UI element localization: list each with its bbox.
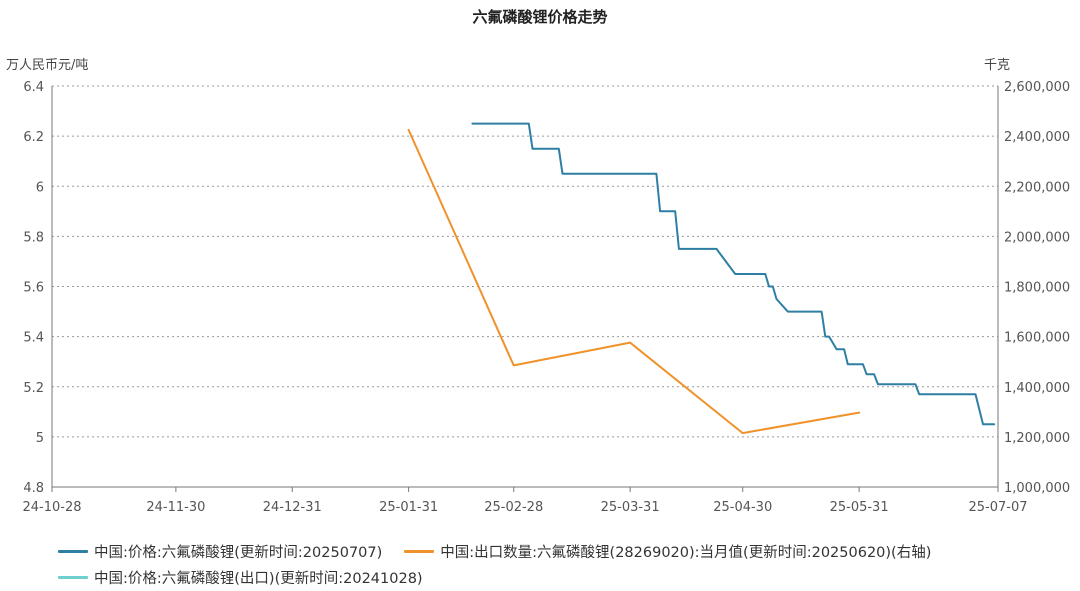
price-series-line xyxy=(471,122,996,426)
y-right-tick-label: 2,000,000 xyxy=(1004,230,1070,245)
y-left-tick-label: 6.2 xyxy=(23,130,44,145)
y-left-tick-label: 5.2 xyxy=(23,381,44,396)
right-axis-unit: 千克 xyxy=(984,58,1010,73)
y-left-tick-label: 4.8 xyxy=(23,481,44,496)
y-right-tick-label: 1,000,000 xyxy=(1004,481,1070,496)
chart-canvas: 六氟磷酸锂价格走势 万人民币元/吨 千克 4.8 1,000,000 5 1,200,… xyxy=(6,8,1070,515)
legend-swatch-price xyxy=(58,549,88,553)
chart-title: 六氟磷酸锂价格走势 xyxy=(472,8,607,26)
x-tick-label: 25-05-31 xyxy=(830,500,889,515)
axes: 4.8 1,000,000 5 1,200,000 5.2 1,400,000 5.4 1,6… xyxy=(22,80,1070,515)
x-tick-label: 24-10-28 xyxy=(22,500,81,515)
legend-label-export-price: 中国:价格:六氟磷酸锂(出口)(更新时间:20241028) xyxy=(94,570,423,587)
legend: 中国:价格:六氟磷酸锂(更新时间:20250707) 中国:出口数量:六氟磷酸锂… xyxy=(58,538,1068,590)
legend-label-export-qty: 中国:出口数量:六氟磷酸锂(28269020):当月值(更新时间:2025062… xyxy=(440,544,932,561)
y-left-tick-label: 5 xyxy=(36,431,44,446)
y-left-tick-label: 5.4 xyxy=(23,331,44,346)
legend-row-2: 中国:价格:六氟磷酸锂(出口)(更新时间:20241028) xyxy=(58,564,1068,590)
x-tick-label: 25-04-30 xyxy=(713,500,772,515)
y-left-tick-label: 6 xyxy=(36,180,44,195)
x-tick-label: 25-07-07 xyxy=(968,500,1027,515)
legend-label-price: 中国:价格:六氟磷酸锂(更新时间:20250707) xyxy=(94,544,383,561)
y-right-tick-label: 2,400,000 xyxy=(1004,130,1070,145)
x-tick-label: 25-02-28 xyxy=(484,500,543,515)
y-right-tick-label: 1,800,000 xyxy=(1004,281,1070,296)
x-tick-label: 24-11-30 xyxy=(146,500,205,515)
legend-swatch-export-price xyxy=(58,575,88,579)
legend-item-export-price[interactable]: 中国:价格:六氟磷酸锂(出口)(更新时间:20241028) xyxy=(58,567,423,588)
grid xyxy=(52,85,998,438)
y-left-tick-label: 6.4 xyxy=(23,80,44,95)
y-right-tick-label: 2,600,000 xyxy=(1004,80,1070,95)
export-quantity-series-line xyxy=(407,128,861,435)
y-right-tick-label: 1,600,000 xyxy=(1004,331,1070,346)
y-right-tick-label: 1,200,000 xyxy=(1004,431,1070,446)
series-lines xyxy=(407,122,996,435)
x-tick-label: 24-12-31 xyxy=(263,500,322,515)
y-left-tick-label: 5.6 xyxy=(23,281,44,296)
legend-item-price[interactable]: 中国:价格:六氟磷酸锂(更新时间:20250707) xyxy=(58,541,382,562)
left-axis-unit: 万人民币元/吨 xyxy=(6,58,88,73)
x-tick-label: 25-01-31 xyxy=(379,500,438,515)
y-left-tick-label: 5.8 xyxy=(23,230,44,245)
x-tick-label: 25-03-31 xyxy=(601,500,660,515)
legend-item-export-qty[interactable]: 中国:出口数量:六氟磷酸锂(28269020):当月值(更新时间:2025062… xyxy=(404,541,931,562)
legend-row-1: 中国:价格:六氟磷酸锂(更新时间:20250707) 中国:出口数量:六氟磷酸锂… xyxy=(58,538,1068,564)
y-right-tick-label: 2,200,000 xyxy=(1004,180,1070,195)
legend-swatch-export-qty xyxy=(404,549,435,553)
y-right-tick-label: 1,400,000 xyxy=(1004,381,1070,396)
